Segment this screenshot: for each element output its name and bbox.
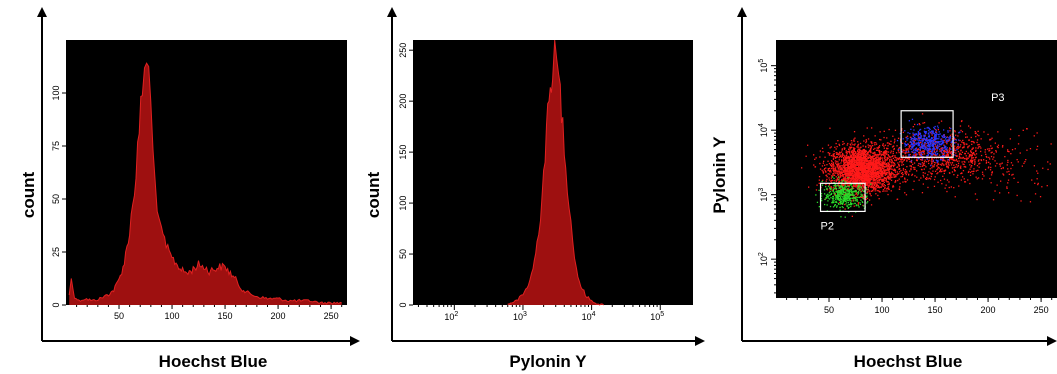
tick-label: 200 [398,94,408,109]
tick-label: 100 [398,196,408,211]
tick-label: 0 [51,302,61,307]
tick-label: 50 [398,249,408,259]
tick-label: 250 [398,43,408,58]
tick-label: 150 [398,145,408,160]
y-tick-labels: 102 103 104 105 [758,59,776,294]
gate-label: P2 [821,220,834,232]
tick-label: 25 [51,247,61,257]
tick-label: 50 [51,194,61,204]
panel-hoechst-histogram: 50 100 150 200 250 0 25 50 75 100 Hoechst Blue c… [19,7,360,371]
histogram-outline [507,39,604,306]
histogram-outline [68,62,342,305]
x-tick-labels: 50 100 150 200 250 [76,305,343,321]
gate-p3 [900,110,954,158]
tick-label: 250 [1034,305,1049,315]
tick-label: 50 [824,305,834,315]
gates: P2 P3 [819,92,1005,232]
scatter-points [801,113,1052,218]
y-axis-title: Pylonin Y [710,136,729,214]
x-tick-labels: 50 100 150 200 250 [786,298,1053,315]
x-axis-title: Hoechst Blue [854,352,963,371]
tick-label: 0 [398,302,408,307]
tick-label: 150 [218,311,233,321]
tick-label: 100 [51,85,61,100]
tick-label: 100 [875,305,890,315]
x-tick-labels: 102 103 104 105 [417,305,664,322]
gate-p2 [819,182,866,213]
tick-label: 200 [271,311,286,321]
tick-label: 150 [928,305,943,315]
tick-label: 200 [981,305,996,315]
plot-area [776,40,1057,298]
y-tick-labels: 0 25 50 75 100 [51,85,66,308]
y-axis-title: count [19,172,38,219]
tick-label: 102 [444,311,458,322]
x-axis-title: Pylonin Y [509,352,587,371]
gate-label: P3 [991,92,1004,104]
panel-scatter: P2 P3 50 100 150 200 250 102 103 104 105 Hoechst… [710,7,1057,371]
tick-label: 105 [650,311,664,322]
tick-label: 103 [513,311,527,322]
histogram-fill [507,40,604,305]
tick-label: 75 [51,141,61,151]
y-tick-labels: 0 50 100 150 200 250 [398,43,413,308]
histogram-fill [69,63,342,306]
tick-label: 105 [758,59,769,73]
y-axis-title: count [364,172,383,219]
tick-label: 100 [165,311,180,321]
plot-area [66,40,347,305]
tick-label: 103 [758,188,769,202]
tick-label: 250 [324,311,339,321]
panel-pylonin-histogram: 102 103 104 105 0 50 100 150 200 250 Pylonin Y c… [364,7,705,371]
tick-label: 50 [114,311,124,321]
tick-label: 104 [758,123,769,137]
tick-label: 102 [758,252,769,266]
tick-label: 104 [582,311,596,322]
x-axis-title: Hoechst Blue [159,352,268,371]
